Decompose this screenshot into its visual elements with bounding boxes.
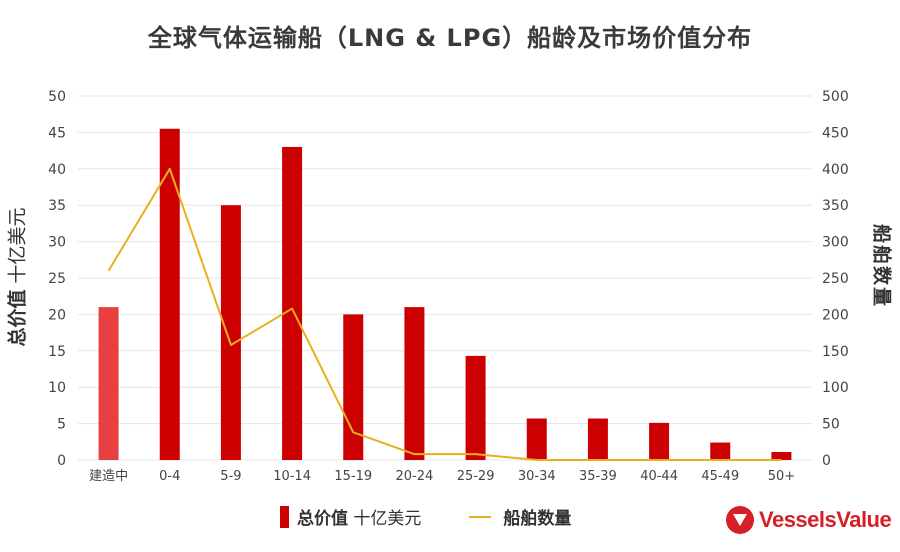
value-bar <box>710 442 731 460</box>
count-line <box>107 167 782 461</box>
x-tick-label: 40-44 <box>640 469 678 484</box>
left-tick-label: 15 <box>48 344 66 360</box>
right-tick-label: 300 <box>822 235 849 251</box>
value-bar <box>98 307 119 460</box>
right-tick-label: 500 <box>822 89 849 105</box>
x-tick-label: 15-19 <box>334 469 372 484</box>
left-tick-label: 5 <box>57 417 66 433</box>
x-tick-label: 10-14 <box>273 469 311 484</box>
value-bars <box>98 128 792 460</box>
left-tick-label: 25 <box>48 271 66 287</box>
x-tick-label: 45-49 <box>701 469 739 484</box>
x-axis-ticks: 建造中 0-4 5-9 10-14 15-19 20-24 25-29 30-34 35-39 4… <box>89 469 795 484</box>
count-series-line <box>107 167 782 461</box>
legend-bar-swatch <box>280 505 289 528</box>
legend: 总价值 十亿美元 船舶数量 <box>280 504 571 529</box>
x-tick-label: 25-29 <box>457 469 495 484</box>
left-tick-label: 35 <box>48 198 66 214</box>
left-tick-label: 20 <box>48 307 66 323</box>
legend-line-label: 船舶数量 <box>503 509 572 529</box>
value-bar <box>282 146 303 460</box>
value-bar <box>771 451 792 460</box>
x-tick-label: 0-4 <box>159 469 180 484</box>
left-tick-label: 45 <box>48 125 66 141</box>
legend-line-swatch <box>469 515 492 518</box>
left-tick-label: 10 <box>48 380 66 396</box>
left-tick-label: 40 <box>48 162 66 178</box>
right-tick-label: 50 <box>822 417 840 433</box>
x-tick-label: 20-24 <box>396 469 434 484</box>
value-bar <box>159 128 180 460</box>
chart-title: 全球气体运输船（LNG & LPG）船龄及市场价值分布 <box>147 24 753 52</box>
value-bar <box>526 418 547 460</box>
value-bar <box>343 314 364 460</box>
right-tick-label: 450 <box>822 125 849 141</box>
value-bar <box>649 422 670 460</box>
x-tick-label: 50+ <box>768 469 795 484</box>
x-tick-label: 建造中 <box>89 469 128 484</box>
x-tick-label: 30-34 <box>518 469 556 484</box>
right-tick-label: 350 <box>822 198 849 214</box>
left-tick-label: 0 <box>57 453 66 469</box>
vesselsvalue-logo: VesselsValue <box>726 506 892 534</box>
right-axis-ticks: 0 50 100 150 200 250 300 350 400 450 500 <box>822 89 849 469</box>
right-tick-label: 150 <box>822 344 849 360</box>
vesselsvalue-logo-icon <box>726 506 754 534</box>
right-tick-label: 200 <box>822 307 849 323</box>
left-axis-ticks: 0 5 10 15 20 25 30 35 40 45 50 <box>48 89 66 469</box>
legend-bar-label-bold: 总价值 <box>297 509 348 529</box>
right-tick-label: 400 <box>822 162 849 178</box>
left-tick-label: 50 <box>48 89 66 105</box>
right-tick-label: 100 <box>822 380 849 396</box>
gridlines <box>78 95 812 461</box>
legend-bar-label-unit: 十亿美元 <box>348 509 422 529</box>
right-tick-label: 0 <box>822 453 831 469</box>
value-bar <box>587 418 608 460</box>
value-bar <box>220 205 241 460</box>
right-tick-label: 250 <box>822 271 849 287</box>
x-tick-label: 35-39 <box>579 469 617 484</box>
value-bar <box>465 355 486 460</box>
left-tick-label: 30 <box>48 235 66 251</box>
vesselsvalue-logo-text: VesselsValue <box>759 507 892 532</box>
x-tick-label: 5-9 <box>220 469 241 484</box>
value-bar <box>404 307 425 460</box>
